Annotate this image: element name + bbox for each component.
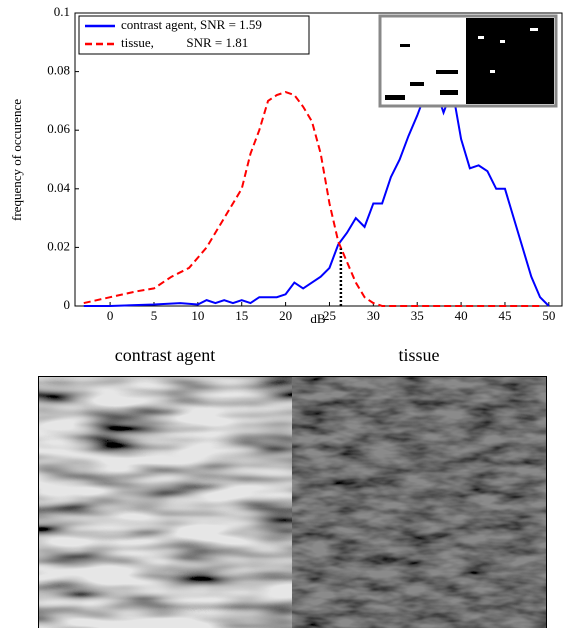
x-tick-label: 5: [151, 308, 158, 323]
x-tick-label: 45: [498, 308, 511, 323]
y-tick-label: 0: [64, 297, 71, 312]
x-tick-label: 30: [367, 308, 380, 323]
x-tick-label: 35: [411, 308, 424, 323]
y-axis-label: frequency of occurence: [9, 99, 24, 221]
legend-label: contrast agent, SNR = 1.59: [121, 17, 262, 32]
plot-frame: [74, 12, 563, 307]
y-tick-label: 0.1: [54, 4, 70, 19]
y-tick-label: 0.04: [47, 180, 70, 195]
legend-box: [78, 15, 310, 55]
series-line: [83, 84, 550, 307]
series-line: [83, 91, 541, 307]
x-tick-label: 40: [455, 308, 468, 323]
x-tick-label: 25: [323, 308, 336, 323]
panel-title: contrast agent: [115, 345, 215, 365]
x-tick-label: 15: [235, 308, 248, 323]
inset-specks: [385, 44, 458, 100]
y-tick-label: 0.06: [47, 121, 70, 136]
x-tick-label: 0: [107, 308, 114, 323]
x-axis-label: dB: [310, 311, 326, 326]
x-tick-label: 50: [542, 308, 555, 323]
y-tick-label: 0.08: [47, 63, 70, 78]
image-frame: [38, 376, 547, 628]
tissue-image: [292, 376, 546, 628]
x-tick-label: 20: [279, 308, 292, 323]
panel-title: tissue: [398, 345, 439, 365]
inset-dark: [466, 18, 554, 104]
inset-specks: [478, 28, 538, 73]
contrast-image: [38, 376, 292, 628]
x-tick-label: 10: [191, 308, 204, 323]
y-tick-label: 0.02: [47, 238, 70, 253]
legend-label: tissue, SNR = 1.81: [121, 35, 248, 50]
